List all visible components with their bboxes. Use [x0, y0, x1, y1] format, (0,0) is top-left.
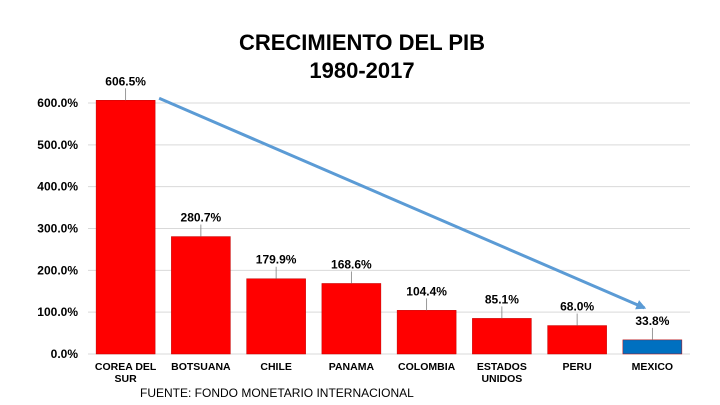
trend-arrow-group [158, 96, 647, 310]
x-tick-label: PANAMA [329, 361, 375, 373]
x-tick-label: COREA DEL [95, 361, 157, 373]
data-label: 68.0% [560, 300, 594, 314]
bar [321, 283, 382, 355]
x-tick-label: COLOMBIA [398, 361, 456, 373]
y-tick-label: 400.0% [37, 180, 78, 194]
data-label: 168.6% [331, 257, 372, 271]
x-tick-label: BOTSUANA [171, 361, 231, 373]
bar [95, 100, 156, 355]
y-tick-label: 300.0% [37, 222, 78, 236]
source-note: FUENTE: FONDO MONETARIO INTERNACIONAL [140, 386, 414, 400]
bar [396, 310, 457, 355]
data-label: 85.1% [485, 292, 519, 306]
x-tick-label: SUR [115, 373, 138, 385]
chart-title-line: 1980-2017 [309, 58, 414, 83]
y-tick-label: 100.0% [37, 305, 78, 319]
y-tick-label: 600.0% [37, 96, 78, 110]
bar [246, 278, 306, 355]
bars [95, 100, 683, 355]
data-label: 606.5% [105, 74, 146, 88]
data-label: 280.7% [181, 211, 222, 225]
data-label: 179.9% [256, 253, 297, 267]
x-tick-label: ESTADOS [477, 361, 527, 373]
data-label: 104.4% [406, 284, 447, 298]
bar [622, 339, 683, 355]
bar [547, 325, 607, 355]
y-tick-label: 500.0% [37, 138, 78, 152]
data-labels: 606.5% 280.7% 179.9% 168.6% 104.4% 85.1% 68.0%… [105, 74, 670, 340]
y-tick-label: 200.0% [37, 263, 78, 277]
bar [472, 318, 532, 355]
trend-arrow [158, 96, 647, 310]
x-tick-label: CHILE [260, 361, 292, 373]
y-tick-label: 0.0% [51, 347, 79, 361]
chart-title: CRECIMIENTO DEL PIB 1980-2017 [239, 30, 485, 83]
x-tick-label: MEXICO [632, 361, 673, 373]
chart-title-line: CRECIMIENTO DEL PIB [239, 30, 485, 55]
x-tick-label: UNIDOS [481, 373, 522, 385]
y-axis-ticks: 0.0% 100.0% 200.0% 300.0% 400.0% 500.0% 600.0% [37, 96, 78, 361]
x-tick-label: PERU [563, 361, 592, 373]
data-label: 33.8% [635, 314, 669, 328]
bar [171, 236, 231, 355]
